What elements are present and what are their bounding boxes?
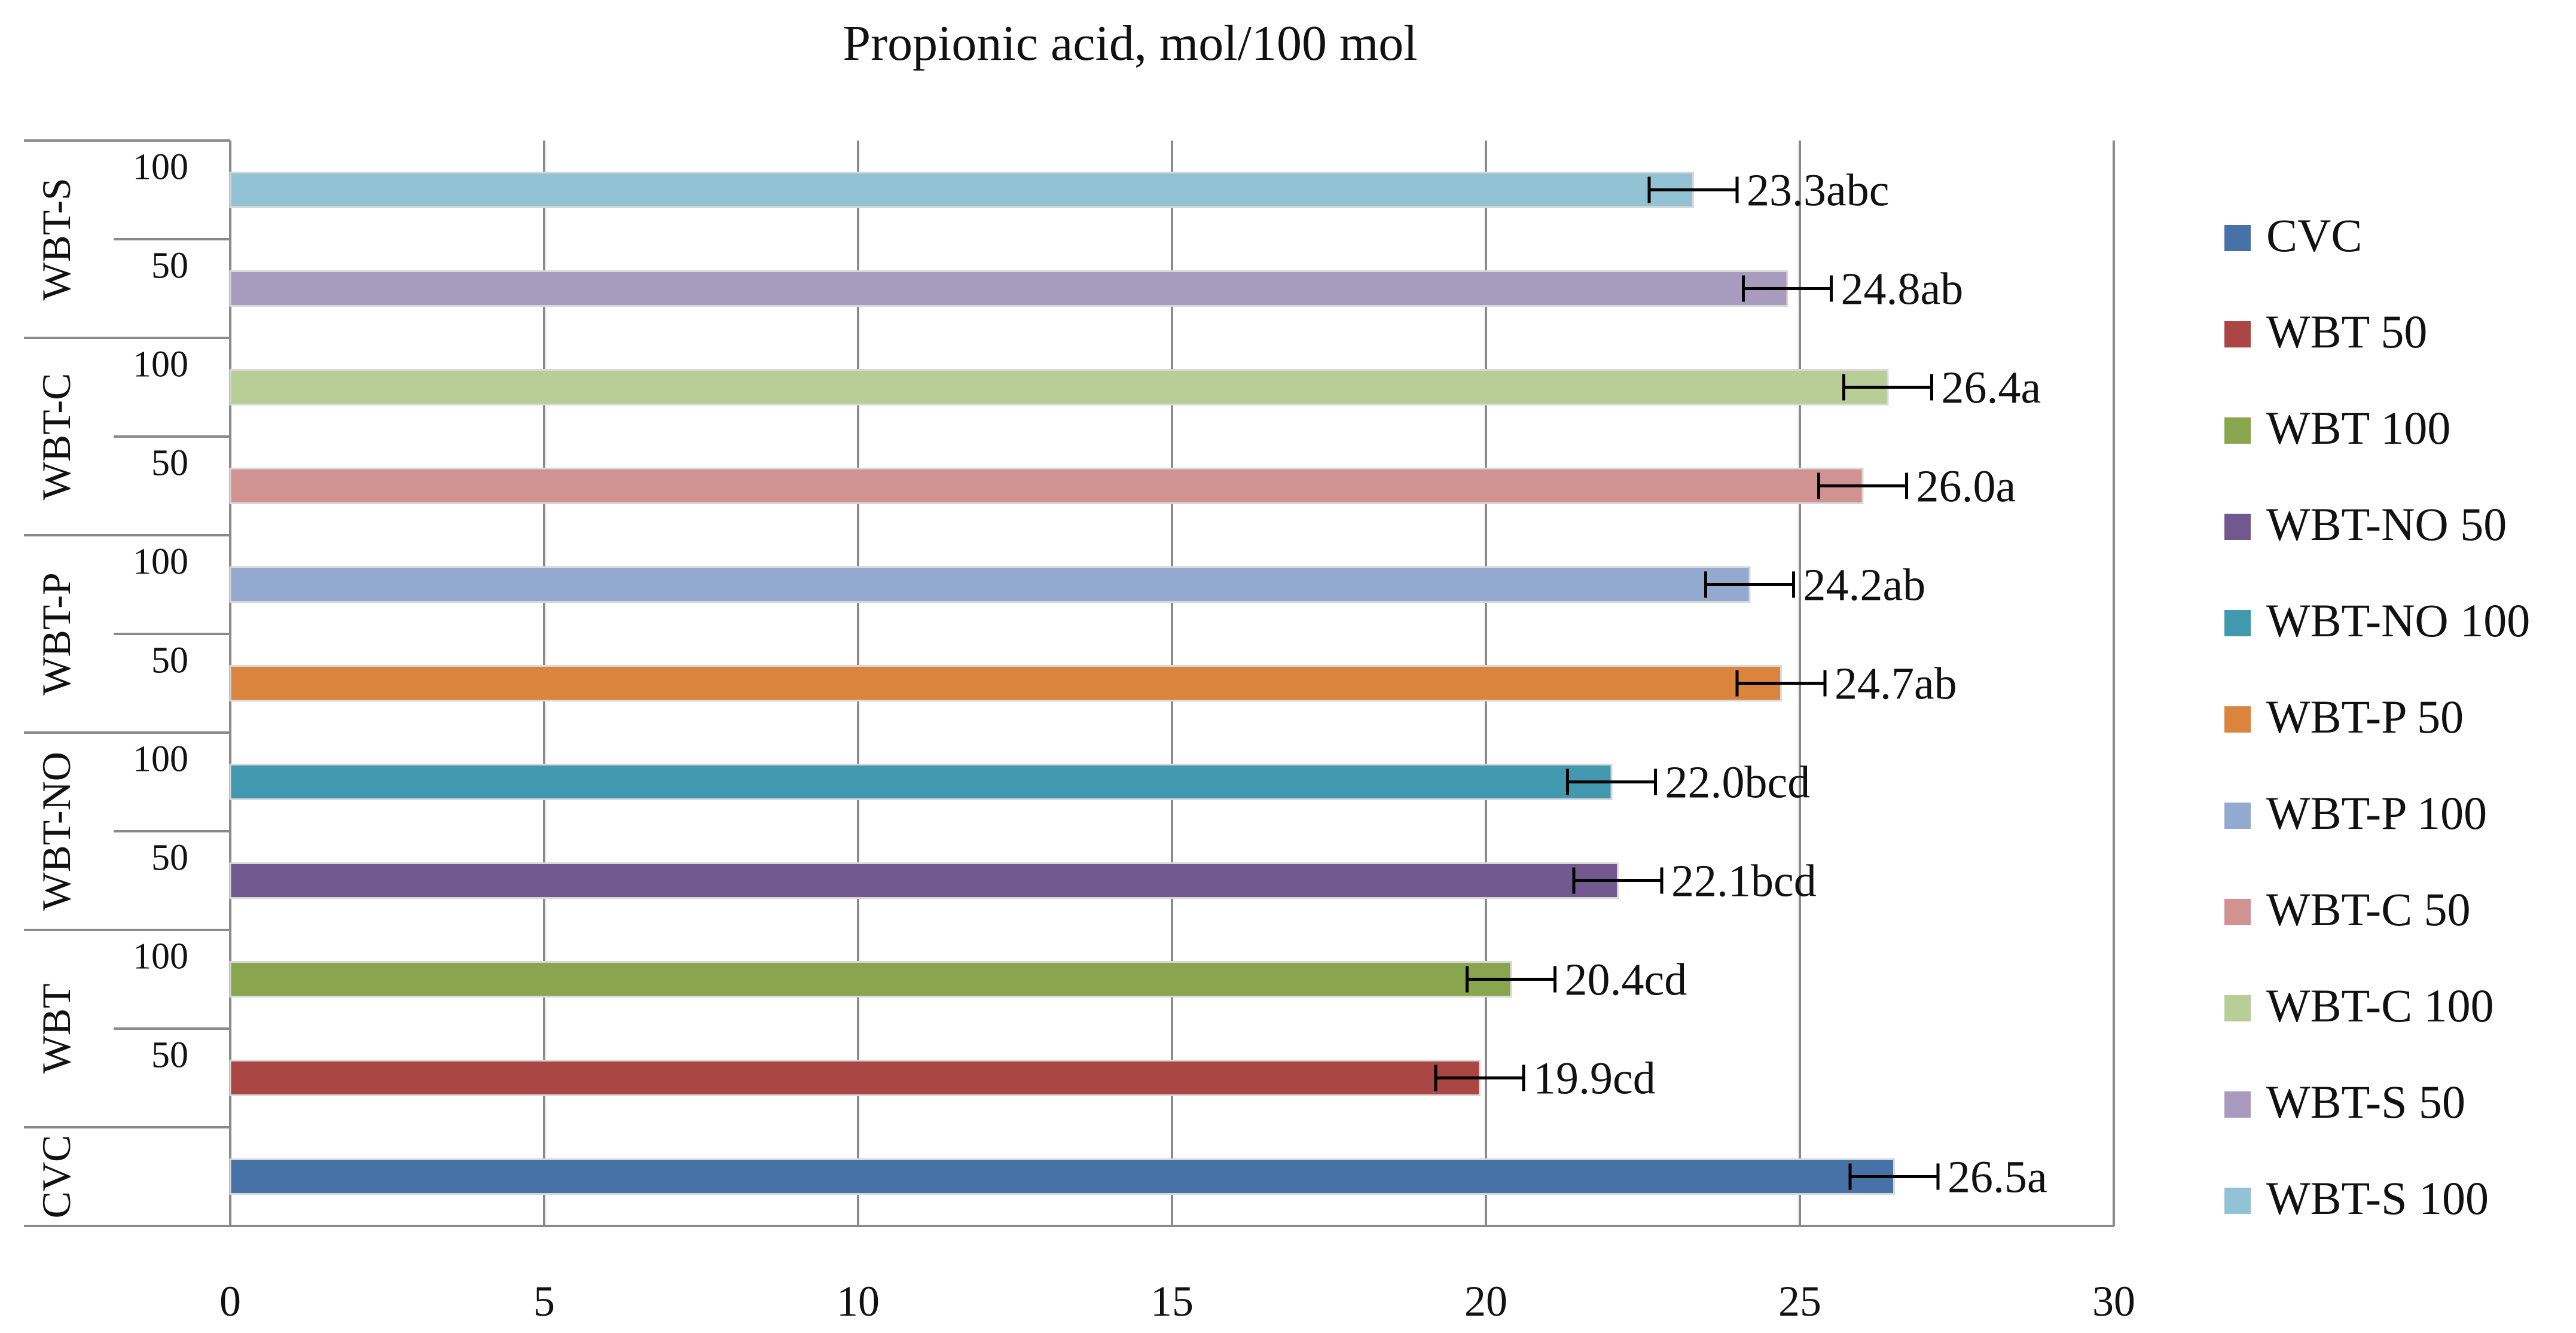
group-label-WBT-NO: WBT-NO bbox=[33, 752, 79, 911]
legend-label-wbt-50: WBT 50 bbox=[2266, 306, 2427, 358]
legend-swatch-wbt-100 bbox=[2224, 417, 2251, 444]
data-label-wbt-p-50: 24.7ab bbox=[1835, 659, 1957, 709]
axis-layer: 0 5 10 15 20 25 30 CVC WBT WBT-NO WBT-P WBT-C WBT-S 5… bbox=[24, 139, 2135, 1325]
data-label-wbt-no-50: 22.1bcd bbox=[1671, 856, 1817, 907]
legend-label-wbt-s-50: WBT-S 50 bbox=[2266, 1076, 2465, 1128]
x-tick-label-15: 15 bbox=[1150, 1277, 1194, 1325]
legend-swatch-wbt-c-50 bbox=[2224, 899, 2251, 925]
bar-wbt-p-50 bbox=[229, 665, 1782, 701]
data-label-wbt-c-100: 26.4a bbox=[1942, 363, 2041, 413]
x-tick-label-25: 25 bbox=[1778, 1277, 1821, 1325]
sublabel-wbt-s-50: 50 bbox=[151, 246, 188, 286]
group-label-CVC: CVC bbox=[33, 1135, 79, 1219]
labels-layer: 26.5a 19.9cd 20.4cd 22.1bcd 22.0bcd 24.7ab 24.… bbox=[1533, 166, 2047, 1203]
legend-swatch-wbt-p-50 bbox=[2224, 706, 2251, 733]
x-tick-label-0: 0 bbox=[219, 1277, 241, 1325]
legend-label-wbt-p-50: WBT-P 50 bbox=[2266, 691, 2464, 743]
legend-swatch-wbt-s-50 bbox=[2224, 1091, 2251, 1118]
x-tick-label-10: 10 bbox=[837, 1277, 880, 1325]
data-label-cvc: 26.5a bbox=[1948, 1152, 2047, 1203]
sublabel-wbt-p-100: 100 bbox=[133, 542, 188, 582]
legend-swatch-wbt-p-100 bbox=[2224, 803, 2251, 829]
legend-swatch-wbt-s-100 bbox=[2224, 1188, 2251, 1214]
group-label-WBT-P: WBT-P bbox=[33, 572, 79, 695]
data-label-wbt-no-100: 22.0bcd bbox=[1665, 758, 1811, 808]
group-label-WBT: WBT bbox=[33, 983, 79, 1073]
legend-swatch-wbt-no-50 bbox=[2224, 514, 2251, 540]
chart-title: Propionic acid, mol/100 mol bbox=[843, 16, 1417, 71]
legend-label-wbt-no-100: WBT-NO 100 bbox=[2266, 594, 2530, 646]
bar-wbt-50 bbox=[229, 1060, 1481, 1096]
data-label-wbt-50: 19.9cd bbox=[1533, 1054, 1656, 1104]
bar-wbt-no-50 bbox=[229, 862, 1619, 899]
bar-wbt-p-100 bbox=[229, 566, 1751, 603]
bar-wbt-c-100 bbox=[229, 369, 1889, 405]
bar-wbt-s-50 bbox=[229, 270, 1788, 307]
data-label-wbt-s-50: 24.8ab bbox=[1841, 264, 1964, 315]
bar-wbt-no-100 bbox=[229, 764, 1613, 800]
data-label-wbt-s-100: 23.3abc bbox=[1747, 166, 1889, 216]
sublabel-wbt-100: 100 bbox=[133, 937, 188, 977]
legend-label-wbt-s-100: WBT-S 100 bbox=[2266, 1172, 2489, 1224]
legend-label-wbt-100: WBT 100 bbox=[2266, 402, 2450, 454]
legend-swatch-cvc bbox=[2224, 225, 2251, 251]
legend-label-wbt-c-100: WBT-C 100 bbox=[2266, 980, 2494, 1032]
legend-label-wbt-p-100: WBT-P 100 bbox=[2266, 787, 2487, 839]
legend-label-cvc: CVC bbox=[2266, 209, 2362, 261]
bar-wbt-100 bbox=[229, 961, 1512, 998]
legend-swatch-wbt-50 bbox=[2224, 321, 2251, 347]
group-label-WBT-S: WBT-S bbox=[33, 178, 79, 300]
bars-layer bbox=[229, 172, 1940, 1195]
sublabel-wbt-50: 50 bbox=[151, 1035, 188, 1076]
sublabel-wbt-s-100: 100 bbox=[133, 147, 188, 188]
data-label-wbt-p-100: 24.2ab bbox=[1803, 560, 1926, 611]
sublabel-wbt-no-50: 50 bbox=[151, 838, 188, 879]
sublabel-wbt-c-100: 100 bbox=[133, 344, 188, 385]
legend-label-wbt-no-50: WBT-NO 50 bbox=[2266, 498, 2507, 550]
legend-swatch-wbt-no-100 bbox=[2224, 610, 2251, 636]
x-tick-label-20: 20 bbox=[1464, 1277, 1507, 1325]
group-label-WBT-C: WBT-C bbox=[33, 373, 79, 501]
data-label-wbt-c-50: 26.0a bbox=[1916, 462, 2016, 512]
bar-cvc bbox=[229, 1158, 1895, 1195]
x-tick-label-30: 30 bbox=[2092, 1277, 2135, 1325]
legend-swatch-wbt-c-100 bbox=[2224, 995, 2251, 1021]
legend: CVC WBT 50 WBT 100 WBT-NO 50 WBT-NO 100 WBT-P… bbox=[2224, 209, 2530, 1224]
legend-label-wbt-c-50: WBT-C 50 bbox=[2266, 883, 2471, 935]
sublabel-wbt-no-100: 100 bbox=[133, 739, 188, 780]
bar-wbt-s-100 bbox=[229, 172, 1694, 208]
data-label-wbt-100: 20.4cd bbox=[1565, 955, 1687, 1005]
sublabel-wbt-c-50: 50 bbox=[151, 443, 188, 484]
bar-wbt-c-50 bbox=[229, 468, 1864, 504]
sublabel-wbt-p-50: 50 bbox=[151, 640, 188, 681]
x-tick-label-5: 5 bbox=[533, 1277, 555, 1325]
